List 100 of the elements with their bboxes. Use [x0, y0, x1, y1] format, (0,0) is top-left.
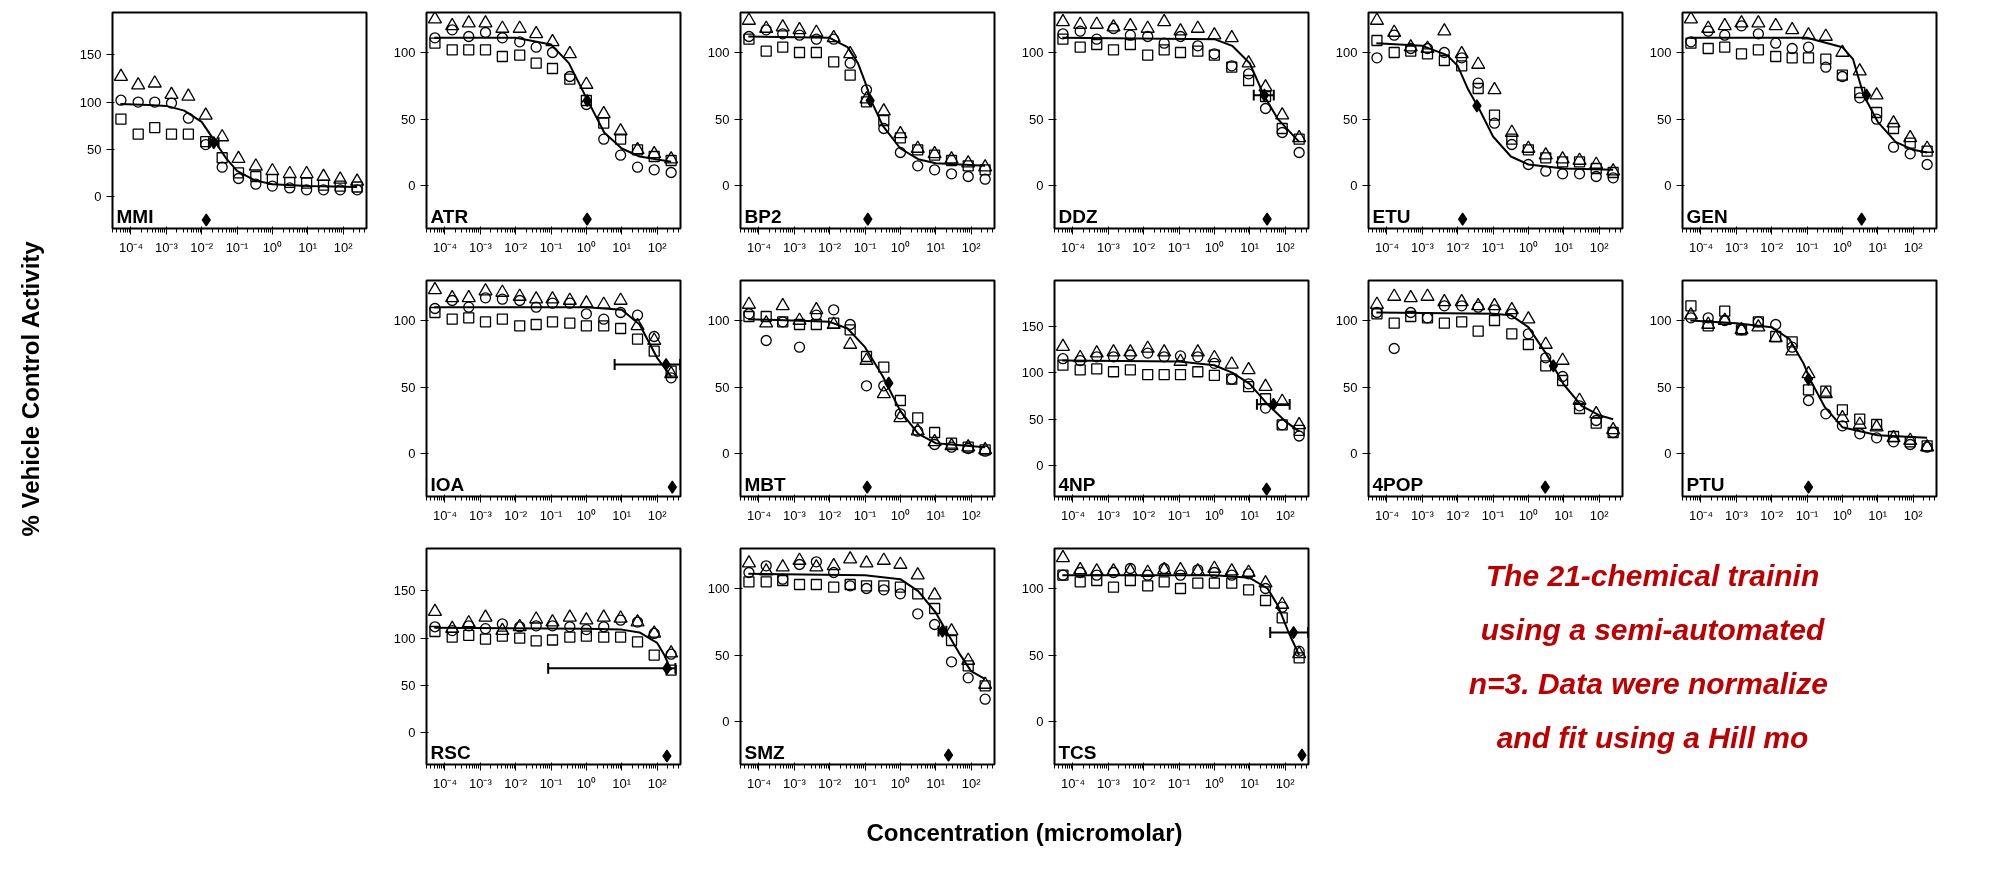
text: 4NP: [1058, 473, 1096, 495]
y-tick-label: 0: [722, 714, 730, 730]
y-tick-label: 50: [1029, 411, 1044, 427]
x-tick-label: 10⁻²: [818, 239, 842, 255]
x-tick-label: 10⁰: [890, 775, 911, 791]
y-tick-label: 50: [1657, 379, 1672, 395]
x-tick-label: 10⁻⁴: [746, 239, 772, 255]
y-tick-label: 100: [707, 313, 730, 328]
text: IOA: [430, 473, 465, 495]
x-tick-label: 10²: [961, 775, 982, 791]
x-tick-label: 10⁻³: [782, 507, 807, 523]
y-tick-label: 100: [1649, 313, 1672, 328]
x-tick-label: 10²: [1589, 507, 1610, 523]
x-tick-label: 10⁻²: [190, 239, 214, 255]
y-tick-label: 0: [722, 446, 730, 462]
y-tick-label: 50: [1657, 111, 1672, 127]
y-tick-label: 50: [1343, 111, 1358, 127]
y-tick-label: 0: [1664, 178, 1672, 194]
x-tick-label: 10⁰: [262, 239, 283, 255]
x-tick-label: 10⁰: [890, 507, 911, 523]
x-tick-label: 10²: [961, 239, 982, 255]
x-tick-label: 10⁻²: [1132, 507, 1156, 523]
x-tick-label: 10⁻¹: [1795, 239, 1820, 255]
text: SMZ: [744, 741, 785, 763]
x-tick-label: 10¹: [1240, 775, 1260, 791]
y-tick-label: 0: [408, 446, 416, 462]
x-tick-label: 10¹: [1554, 507, 1574, 523]
x-tick-label: 10⁻³: [1724, 507, 1749, 523]
x-tick-label: 10¹: [612, 239, 632, 255]
x-tick-label: 10¹: [612, 507, 632, 523]
y-tick-label: 50: [401, 677, 416, 693]
text: DDZ: [1058, 205, 1098, 227]
x-tick-label: 10²: [647, 775, 668, 791]
x-tick-label: 10²: [1903, 507, 1924, 523]
y-tick-label: 100: [707, 45, 730, 60]
y-tick-label: 0: [722, 178, 730, 194]
x-tick-label: 10⁻³: [468, 507, 493, 523]
y-tick-label: 0: [1664, 446, 1672, 462]
y-tick-label: 150: [393, 583, 416, 599]
y-tick-label: 50: [1029, 111, 1044, 127]
x-tick-label: 10⁻¹: [539, 775, 564, 791]
x-tick-label: 10¹: [926, 239, 946, 255]
x-tick-label: 10⁰: [1204, 239, 1225, 255]
y-tick-label: 100: [79, 94, 102, 110]
y-tick-label: 0: [1036, 458, 1044, 474]
x-tick-label: 10⁻²: [1446, 239, 1470, 255]
y-tick-label: 50: [1343, 379, 1358, 395]
x-tick-label: 10¹: [298, 239, 318, 255]
x-tick-label: 10⁻⁴: [1374, 239, 1400, 255]
x-tick-label: 10⁰: [1204, 507, 1225, 523]
x-tick-label: 10⁻²: [818, 775, 842, 791]
text: ATR: [430, 205, 469, 227]
x-tick-label: 10²: [647, 507, 668, 523]
text: The 21-chemical trainin: [1485, 559, 1820, 592]
x-tick-label: 10⁻⁴: [118, 239, 144, 255]
x-tick-label: 10¹: [1868, 239, 1888, 255]
text: MMI: [116, 205, 154, 227]
x-tick-label: 10²: [1903, 239, 1924, 255]
x-tick-label: 10⁻¹: [853, 775, 878, 791]
y-tick-label: 50: [715, 379, 730, 395]
x-tick-label: 10⁰: [576, 239, 597, 255]
x-tick-label: 10⁻¹: [853, 239, 878, 255]
x-tick-label: 10⁻⁴: [1374, 507, 1400, 523]
text: GEN: [1686, 205, 1728, 227]
y-tick-label: 100: [707, 581, 730, 596]
x-tick-label: 10²: [1275, 775, 1296, 791]
x-tick-label: 10⁰: [890, 239, 911, 255]
text: using a semi-automated: [1480, 613, 1825, 646]
text: 4POP: [1372, 473, 1424, 495]
x-tick-label: 10⁻³: [468, 775, 493, 791]
x-tick-label: 10⁻⁴: [1688, 239, 1714, 255]
x-tick-label: 10⁻⁴: [432, 239, 458, 255]
x-tick-label: 10⁻²: [504, 239, 528, 255]
x-tick-label: 10²: [1275, 239, 1296, 255]
x-tick-label: 10⁰: [1832, 507, 1853, 523]
x-tick-label: 10⁻⁴: [746, 775, 772, 791]
x-tick-label: 10⁻²: [1132, 775, 1156, 791]
y-tick-label: 100: [1335, 313, 1358, 328]
x-tick-label: 10¹: [1554, 239, 1574, 255]
x-tick-label: 10⁻⁴: [746, 507, 772, 523]
text: BP2: [744, 205, 782, 227]
x-tick-label: 10⁻¹: [1795, 507, 1820, 523]
y-tick-label: 100: [1021, 45, 1044, 60]
x-tick-label: 10²: [1589, 239, 1610, 255]
x-tick-label: 10²: [1275, 507, 1296, 523]
x-tick-label: 10¹: [1868, 507, 1888, 523]
x-tick-label: 10²: [647, 239, 668, 255]
x-tick-label: 10⁻²: [504, 775, 528, 791]
x-tick-label: 10⁻³: [1410, 239, 1435, 255]
x-tick-label: 10⁻⁴: [432, 507, 458, 523]
y-tick-label: 0: [408, 724, 416, 740]
y-tick-label: 50: [87, 141, 102, 157]
x-tick-label: 10⁻²: [1132, 239, 1156, 255]
x-tick-label: 10⁻⁴: [1060, 507, 1086, 523]
text: Concentration (micromolar): [866, 819, 1183, 846]
x-tick-label: 10⁻¹: [1167, 775, 1192, 791]
x-tick-label: 10⁻³: [1410, 507, 1435, 523]
y-tick-label: 150: [1021, 318, 1044, 334]
y-tick-label: 50: [401, 379, 416, 395]
x-tick-label: 10⁻¹: [539, 239, 564, 255]
